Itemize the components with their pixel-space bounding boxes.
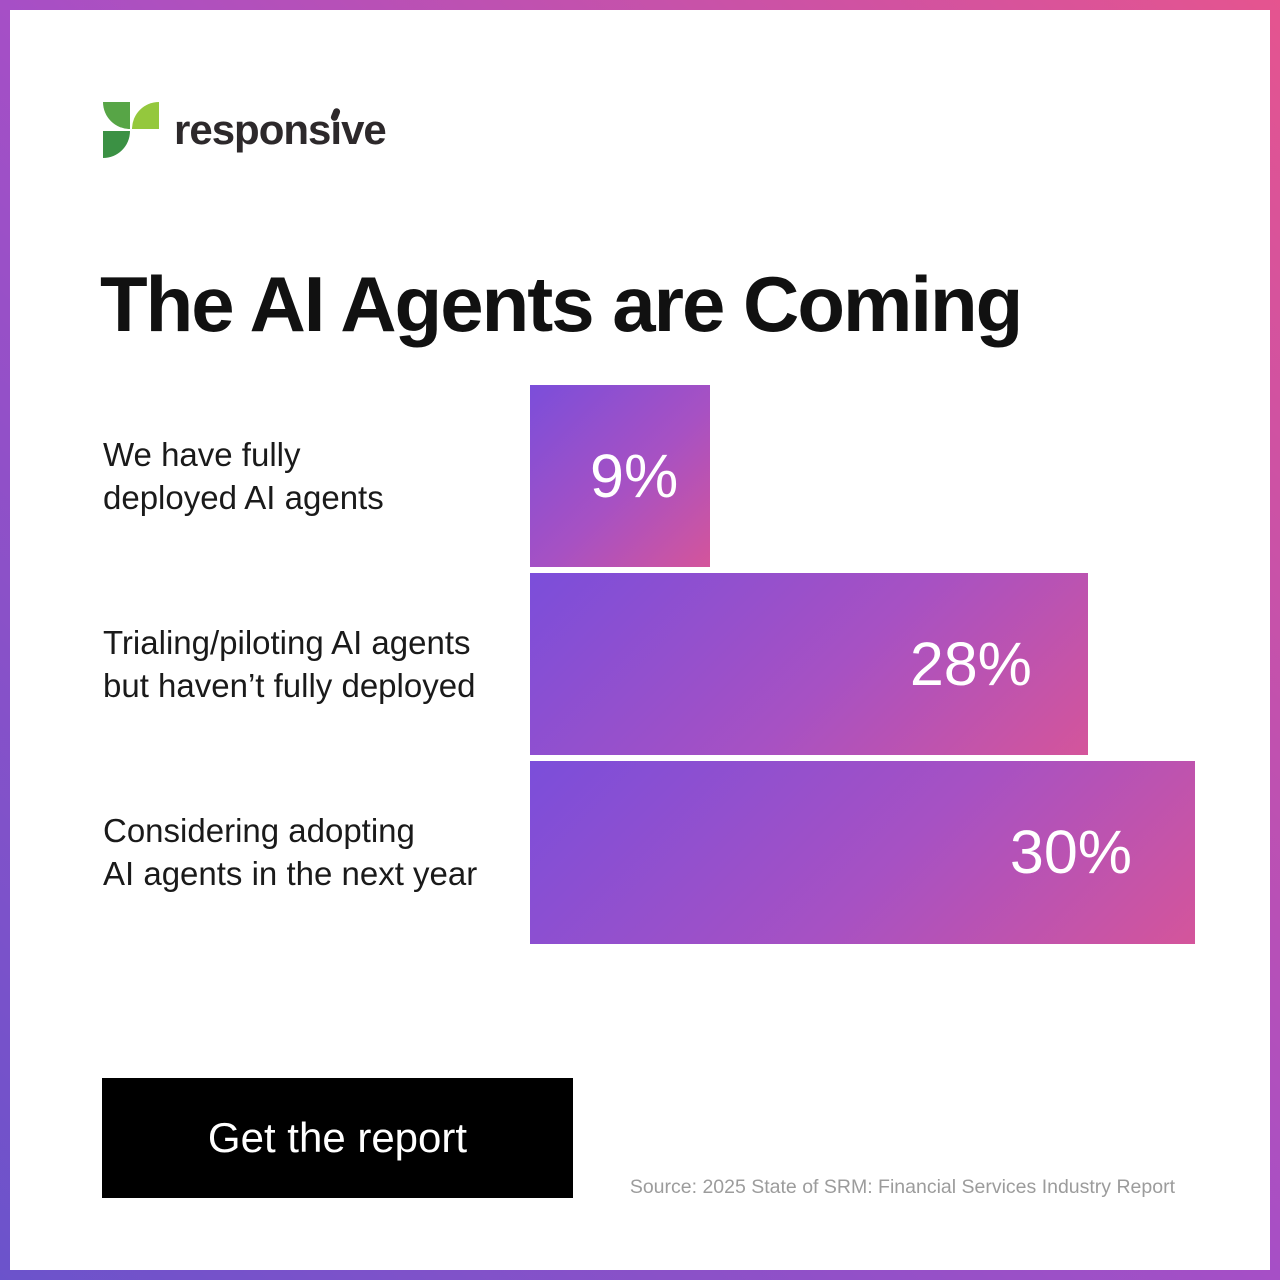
leaf-shape-top-right: [132, 102, 159, 129]
bar-label-trialing: Trialing/piloting AI agents but haven’t …: [103, 573, 523, 755]
source-attribution: Source: 2025 State of SRM: Financial Ser…: [629, 1176, 1175, 1198]
leaf-empty-cell: [132, 131, 159, 158]
bar-label-considering: Considering adopting AI agents in the ne…: [103, 761, 523, 943]
label-line: but haven’t fully deployed: [103, 667, 476, 704]
bar-considering: 30%: [530, 761, 1195, 944]
page-title: The AI Agents are Coming: [100, 260, 1023, 349]
bar-value-label: 30%: [1009, 818, 1132, 886]
infographic-canvas: responsı ve The AI Agents are Coming We h…: [10, 10, 1270, 1270]
label-line: AI agents in the next year: [103, 855, 478, 892]
wordmark-part: respons: [174, 106, 331, 153]
get-report-button[interactable]: Get the report: [102, 1078, 573, 1198]
responsive-logo: responsı ve: [103, 102, 387, 158]
bar-label-fully-deployed: We have fully deployed AI agents: [103, 385, 523, 567]
bar-value-label: 28%: [909, 629, 1032, 698]
label-line: Considering adopting: [103, 812, 415, 849]
label-line: Trialing/piloting AI agents: [103, 624, 471, 661]
label-line: We have fully: [103, 436, 301, 473]
label-line: deployed AI agents: [103, 479, 384, 516]
wordmark-dotless-i: ı: [330, 106, 342, 153]
brand-wordmark: responsı ve: [174, 102, 387, 158]
leaf-shape-top-left: [103, 102, 130, 129]
bar-value-label: 9%: [590, 441, 679, 510]
get-report-button-label: Get the report: [207, 1114, 468, 1161]
bar-trialing: 28%: [530, 573, 1088, 755]
leaf-shape-bottom-left: [103, 131, 130, 158]
bar-fully-deployed: 9%: [530, 385, 711, 567]
wordmark-part: ve: [341, 106, 387, 153]
responsive-leaf-pinwheel-icon: [103, 102, 159, 158]
